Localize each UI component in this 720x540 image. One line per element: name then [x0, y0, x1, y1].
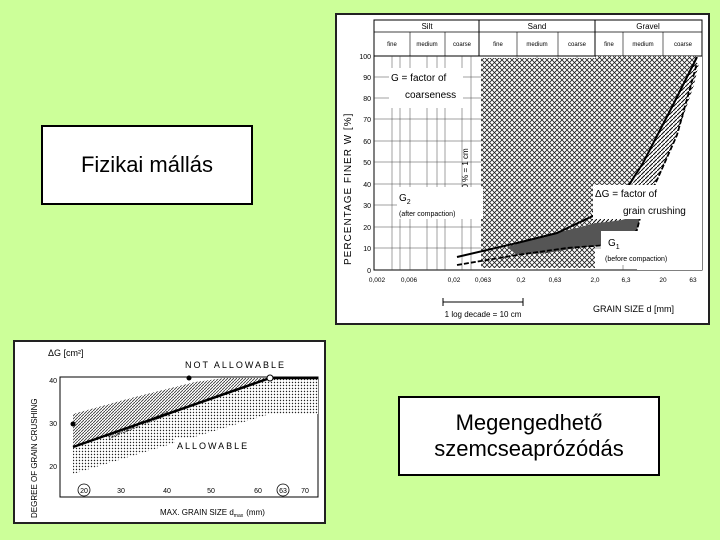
x-tick: 60 — [254, 488, 262, 495]
grading-curve-svg: Silt Sand Gravel fine medium coarse fine… — [343, 19, 703, 319]
header-sub: fine — [604, 42, 614, 48]
grading-annotations: G = factor of coarseness G2 (after compa… — [389, 68, 697, 265]
y-tick: 40 — [49, 378, 57, 385]
decade-note: 1 log decade = 10 cm — [445, 310, 522, 319]
physical-weathering-label: Fizikai mállás — [80, 151, 214, 177]
grading-x-ticks: 0,002 0,006 0,02 0,063 0,2 0,63 2,0 6,3 … — [369, 277, 697, 284]
x-tick: 0,002 — [369, 277, 386, 284]
crushing-x-label: MAX. GRAIN SIZE dmax (mm) — [160, 508, 265, 519]
y-tick: 20 — [363, 225, 371, 232]
not-allowable-label: NOT ALLOWABLE — [185, 360, 286, 370]
g-definition-line2: coarseness — [405, 90, 456, 101]
crushing-y-ticks: 40 30 20 — [49, 378, 57, 471]
grading-y-ticks: 100 90 80 70 60 50 40 30 20 10 0 — [359, 54, 371, 275]
y-tick: 60 — [363, 139, 371, 146]
y-tick: 100 — [359, 54, 371, 61]
y-tick: 0 — [367, 268, 371, 275]
g2-label: G2 — [399, 193, 411, 206]
crushing-y-unit: ΔG [cm²] — [48, 348, 84, 358]
y-tick: 30 — [363, 203, 371, 210]
header-sub: medium — [416, 42, 437, 48]
y-tick: 50 — [363, 160, 371, 167]
header-sub: coarse — [568, 42, 587, 48]
delta-g-line2: grain crushing — [623, 206, 686, 217]
x-tick: 70 — [301, 488, 309, 495]
x-tick: 0,02 — [448, 277, 461, 284]
physical-weathering-box: Fizikai mállás — [41, 125, 253, 205]
x-tick: 2,0 — [590, 277, 599, 284]
grain-crushing-figure: ΔG [cm²] 40 30 20 DEGREE OF GRAIN CRUSHI… — [13, 340, 326, 524]
x-tick: 0,63 — [549, 277, 562, 284]
grading-x-label: GRAIN SIZE d [mm] — [593, 304, 674, 314]
g1-note: (before compaction) — [605, 256, 667, 263]
delta-g-line1: ΔG = factor of — [595, 189, 657, 200]
grain-crushing-svg: ΔG [cm²] 40 30 20 DEGREE OF GRAIN CRUSHI… — [30, 348, 319, 519]
x-tick: 20 — [659, 277, 667, 284]
header-sub: fine — [387, 42, 397, 48]
y-tick: 30 — [49, 421, 57, 428]
coarse-region-hatch — [595, 56, 697, 209]
x-tick: 6,3 — [621, 277, 630, 284]
y-tick: 10 — [363, 246, 371, 253]
crushing-y-label: DEGREE OF GRAIN CRUSHING — [30, 398, 39, 518]
grading-y-label: PERCENTAGE FINER W [%] — [343, 113, 354, 265]
header-sub: coarse — [674, 42, 693, 48]
crushing-x-ticks: 20 30 40 50 60 63 70 — [77, 483, 309, 497]
header-gravel: Gravel — [636, 22, 660, 31]
x-tick: 50 — [207, 488, 215, 495]
x-tick: 63 — [689, 277, 697, 284]
y-tick: 90 — [363, 75, 371, 82]
allowable-crushing-label: Megengedhető szemcseaprózódás — [434, 409, 624, 461]
header-sub: coarse — [453, 42, 472, 48]
header-sub: medium — [632, 42, 653, 48]
header-sand: Sand — [528, 22, 547, 31]
y-tick: 20 — [49, 464, 57, 471]
x-tick: 30 — [117, 488, 125, 495]
grading-curve-figure: Silt Sand Gravel fine medium coarse fine… — [335, 13, 710, 325]
x-tick: 0,2 — [516, 277, 525, 284]
allowable-band — [73, 378, 318, 474]
x-tick: 40 — [163, 488, 171, 495]
header-sub: medium — [526, 42, 547, 48]
x-tick: 0,063 — [475, 277, 492, 284]
g-definition-line1: G = factor of — [391, 73, 447, 84]
y-tick: 40 — [363, 182, 371, 189]
x-tick: 0,006 — [401, 277, 418, 284]
g2-note: (after compaction) — [399, 211, 455, 218]
allowable-label: ALLOWABLE — [177, 441, 249, 451]
g1-label: G1 — [608, 238, 620, 251]
x-tick: 63 — [279, 488, 287, 495]
scale-note: 10 % = 1 cm — [461, 148, 470, 193]
header-sub: fine — [493, 42, 503, 48]
allowable-crushing-box: Megengedhető szemcseaprózódás — [398, 396, 660, 476]
header-silt: Silt — [421, 22, 433, 31]
y-tick: 80 — [363, 96, 371, 103]
x-tick: 20 — [80, 488, 88, 495]
y-tick: 70 — [363, 117, 371, 124]
grading-header: Silt Sand Gravel fine medium coarse fine… — [373, 19, 703, 57]
